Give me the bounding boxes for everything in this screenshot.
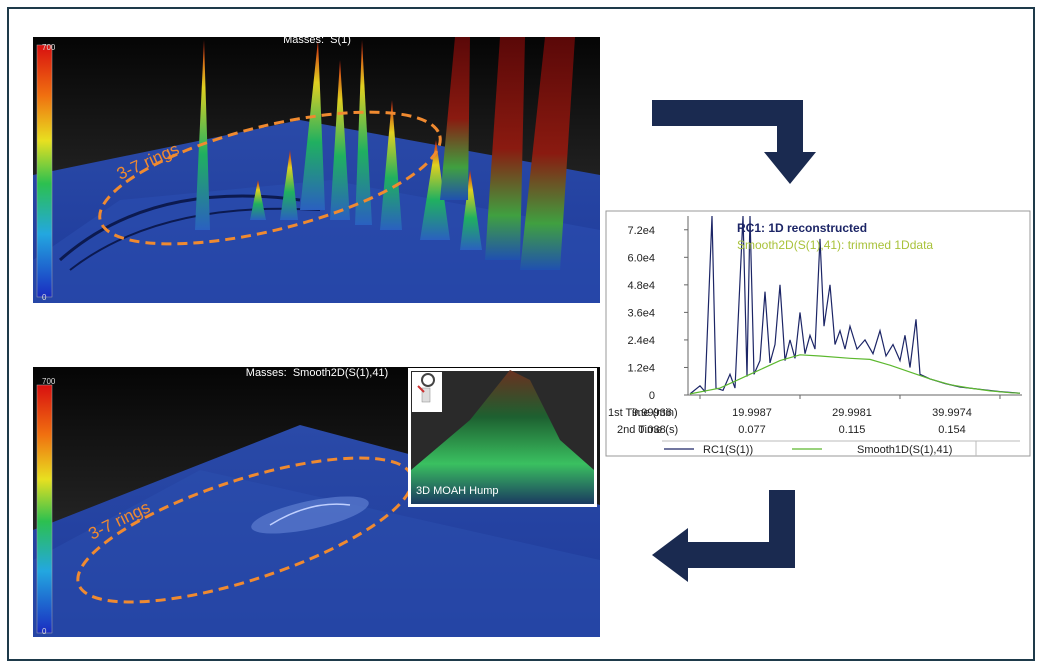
x2-tick-label: 0.154 — [938, 424, 966, 436]
annotation: RC1: 1D reconstructed — [737, 221, 867, 235]
page: {"panels": [ {"title": "Masses: S(1)", "… — [0, 0, 1042, 664]
panel-title: Masses: Smooth2D(S(1),41) — [246, 367, 388, 379]
x-tick-label: 19.9987 — [732, 407, 772, 419]
x-tick-label: 39.9974 — [932, 407, 972, 419]
colorbar-min: 0 — [42, 293, 47, 302]
arrow — [686, 490, 782, 555]
y-tick-label: 1.2e4 — [627, 362, 655, 374]
x2-tick-label: 0.077 — [738, 424, 766, 436]
x-tick-label: 9.99936 — [632, 407, 672, 419]
x2-tick-label: 0.038 — [638, 424, 666, 436]
arrow-head — [764, 152, 816, 184]
surface-panel — [33, 367, 600, 637]
colorbar-max: 700 — [42, 43, 56, 52]
colorbar-max: 700 — [42, 377, 56, 386]
panel-title: Masses: S(1) — [283, 34, 351, 46]
x2-tick-label: 0.115 — [839, 424, 866, 436]
arrow — [652, 113, 790, 155]
legend-label: RC1(S(1)) — [703, 444, 753, 456]
y-tick-label: 2.4e4 — [627, 335, 655, 347]
inset-label: 3D MOAH Hump — [416, 485, 499, 497]
figure: 700 0 Masses: S(1) 3-7 rings 700 0 Masse… — [0, 0, 1042, 664]
y-tick-label: 4.8e4 — [627, 280, 655, 292]
annotation: Smooth2D(S(1),41): trimmed 1Ddata — [737, 238, 933, 252]
y-tick-label: 3.6e4 — [627, 307, 655, 319]
arrow-head — [652, 528, 688, 582]
x-tick-label: 29.9981 — [832, 407, 872, 419]
y-tick-label: 0 — [649, 390, 655, 402]
y-tick-label: 7.2e4 — [627, 225, 655, 237]
legend-label: Smooth1D(S(1),41) — [857, 444, 952, 456]
y-tick-label: 6.0e4 — [627, 252, 655, 264]
colorbar-min: 0 — [42, 627, 47, 636]
